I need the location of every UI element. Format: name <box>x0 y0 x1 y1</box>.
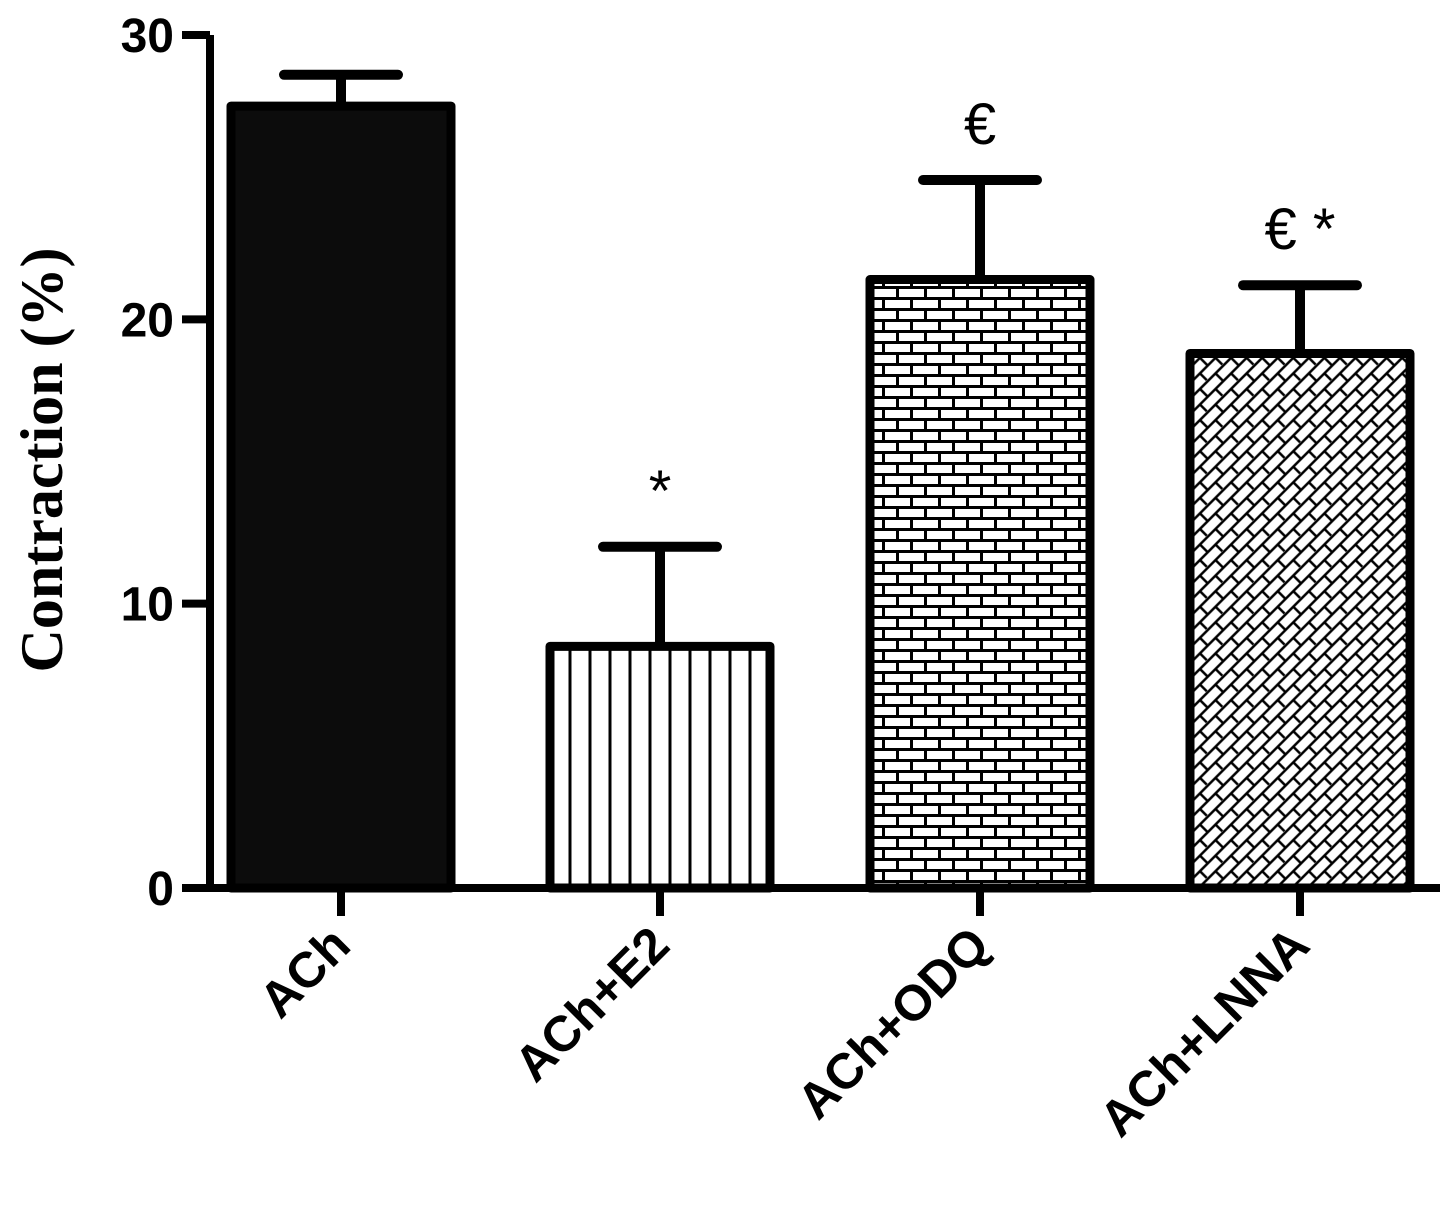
significance-annotation: € <box>964 92 996 157</box>
bar-ach-lnna <box>1185 348 1415 893</box>
x-tick-label: ACh+E2 <box>504 916 680 1092</box>
significance-annotation: * <box>649 459 672 524</box>
x-tick-label: ACh <box>249 916 361 1028</box>
y-tick-label: 10 <box>121 579 174 632</box>
y-tick-label: 30 <box>121 10 174 63</box>
y-tick-label: 20 <box>121 294 174 347</box>
bar-ach-e2 <box>545 641 775 893</box>
x-tick-label: ACh+LNNA <box>1089 916 1320 1147</box>
y-tick-label: 0 <box>147 863 174 916</box>
bar-ach <box>226 101 456 893</box>
bars-layer <box>226 69 1415 893</box>
axes-layer <box>182 31 1440 916</box>
y-axis-label: Contraction (%) <box>9 248 75 673</box>
bar-ach-odq <box>865 275 1095 893</box>
x-tick-label: ACh+ODQ <box>786 916 999 1129</box>
significance-annotation: € * <box>1265 197 1336 262</box>
